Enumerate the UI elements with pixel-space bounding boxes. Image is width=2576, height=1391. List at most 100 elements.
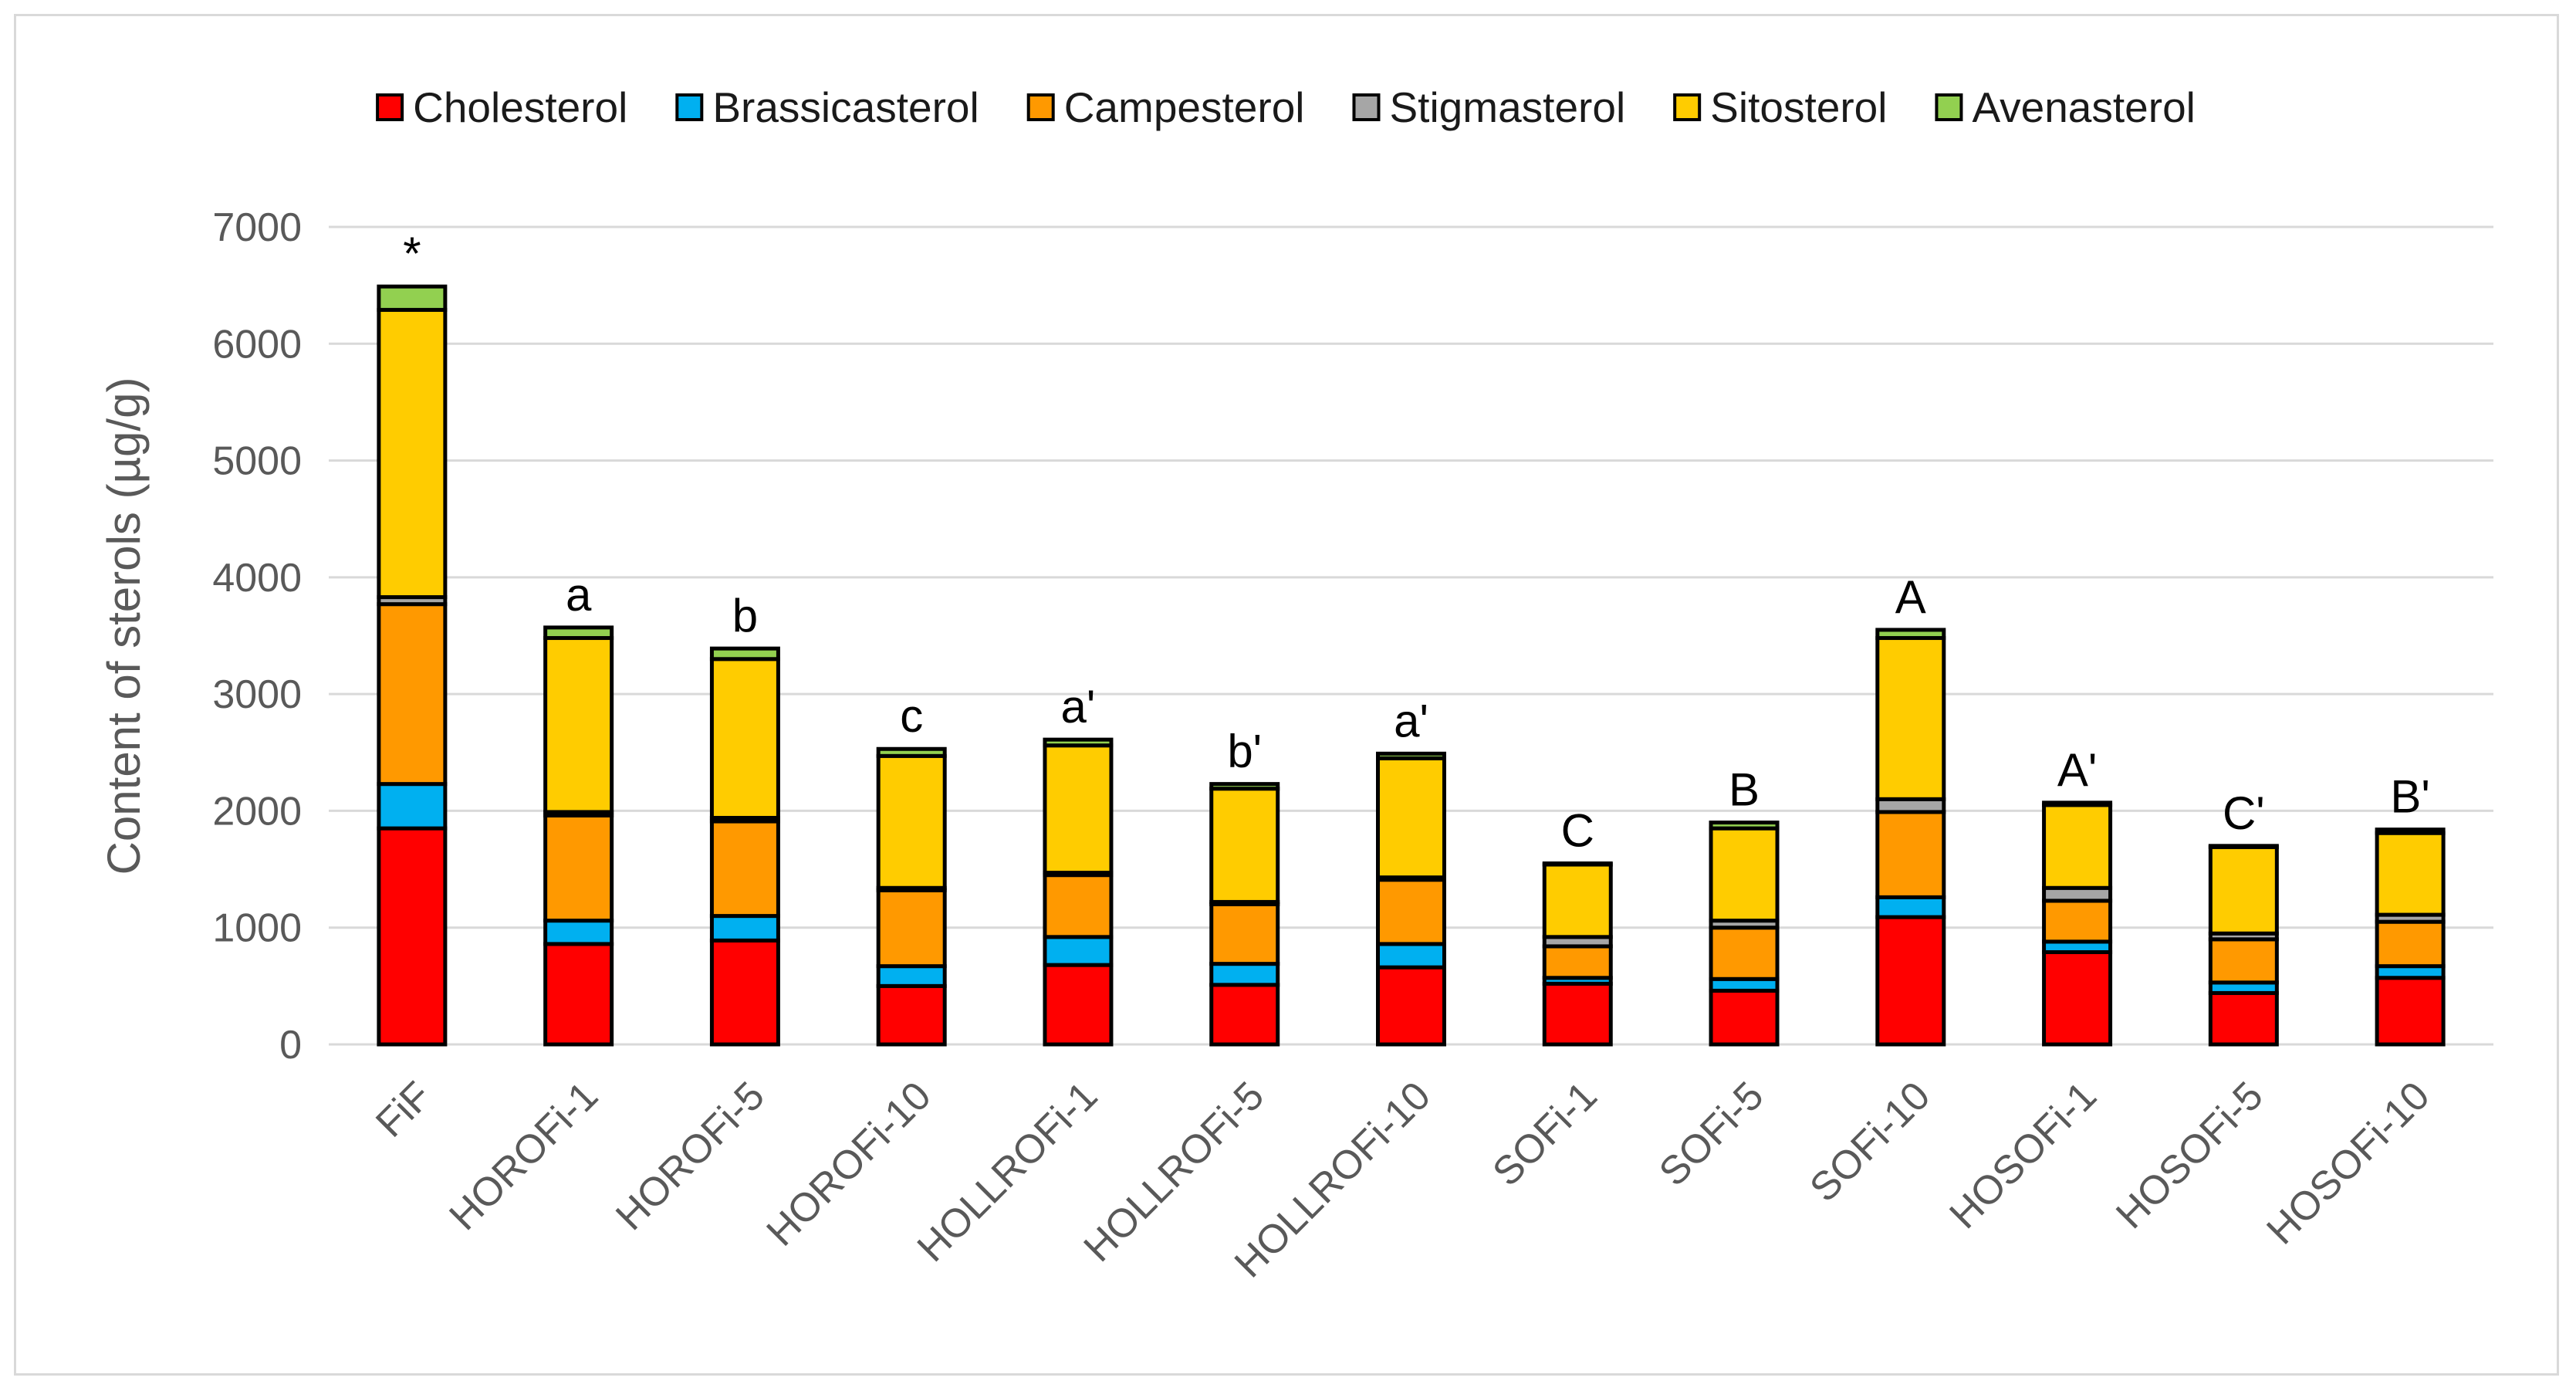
annotation-label: B' <box>2390 771 2429 823</box>
legend-item-avenasterol: Avenasterol <box>1935 83 2196 131</box>
significance-annotations: * a b c a' b' a' C B A A' C' B' <box>403 228 2430 856</box>
bar-segment-cholesterol <box>709 938 780 1047</box>
bar-segment-campesterol <box>876 888 947 969</box>
legend-label: Avenasterol <box>1972 83 2195 131</box>
bar-segment-brassicasterol <box>1209 962 1280 987</box>
y-tick-label: 0 <box>279 1023 302 1068</box>
bar-segment-campesterol <box>1875 810 1946 899</box>
bar-segment-campesterol <box>709 819 780 919</box>
x-axis-ticks: FiF HOROFi-1 HOROFi-5HOROFi-10HOLLROFi-1HO… <box>367 1073 2438 1286</box>
bar-segment-sitosterol <box>709 657 780 821</box>
legend-label: Cholesterol <box>413 83 627 131</box>
bar-segment-sitosterol <box>1709 826 1780 923</box>
annotation-label: a' <box>1061 681 1096 733</box>
x-tick-label: HOROFi-10 <box>759 1073 940 1254</box>
annotation-label: B <box>1729 764 1760 816</box>
annotation-label: c <box>900 690 923 742</box>
y-tick-label: 4000 <box>212 556 302 601</box>
x-tick-label: HOSOFi-1 <box>1941 1073 2105 1237</box>
legend-swatch <box>1026 93 1055 121</box>
x-tick-label: HOSOFi-5 <box>2108 1073 2272 1237</box>
y-axis-title: Content of sterols (µg/g) <box>98 377 150 875</box>
legend-item-cholesterol: Cholesterol <box>376 83 627 131</box>
y-tick-label: 7000 <box>212 205 302 250</box>
bar-segment-sitosterol <box>1376 756 1446 880</box>
bar-segment-avenasterol <box>2208 844 2279 849</box>
y-tick-label: 6000 <box>212 322 302 367</box>
bar-segment-avenasterol <box>1209 782 1280 791</box>
bar-segment-cholesterol <box>876 983 947 1047</box>
bar-segment-cholesterol <box>1542 981 1613 1047</box>
x-tick-label: FiF <box>367 1073 440 1146</box>
annotation-label: C <box>1561 805 1594 857</box>
annotation-label: b' <box>1227 726 1262 777</box>
bar-segment-campesterol <box>1376 878 1446 946</box>
y-tick-label: 3000 <box>212 672 302 717</box>
bar-segment-brassicasterol <box>876 964 947 988</box>
bar-segment-campesterol <box>2375 919 2446 969</box>
annotation-label: * <box>403 228 421 279</box>
bar-segment-campesterol <box>543 813 614 923</box>
bar-segment-sitosterol <box>2042 803 2113 890</box>
bar-segment-avenasterol <box>1376 751 1446 760</box>
legend-item-brassicasterol: Brassicasterol <box>675 83 979 131</box>
bar-segment-sitosterol <box>2375 831 2446 917</box>
y-tick-label: 5000 <box>212 439 302 484</box>
bar-segment-avenasterol <box>2375 827 2446 835</box>
legend-label: Sitosterol <box>1710 83 1887 131</box>
legend-label: Campesterol <box>1064 83 1305 131</box>
bar-segment-cholesterol <box>543 942 614 1047</box>
bar-segment-campesterol <box>377 602 448 787</box>
legend-swatch <box>1673 93 1702 121</box>
bar-segment-campesterol <box>2208 937 2279 985</box>
bar-segment-cholesterol <box>1709 988 1780 1047</box>
annotation-label: A' <box>2057 744 2097 796</box>
bar-segment-cholesterol <box>1376 965 1446 1047</box>
annotation-label: b <box>732 590 758 641</box>
bar-segment-cholesterol <box>2375 976 2446 1047</box>
bar-segment-cholesterol <box>2042 949 2113 1047</box>
legend-swatch <box>1935 93 1963 121</box>
bar-segment-avenasterol <box>1542 861 1613 867</box>
legend-item-sitosterol: Sitosterol <box>1673 83 1887 131</box>
legend-label: Stigmasterol <box>1390 83 1626 131</box>
bar-segment-sitosterol <box>1542 862 1613 939</box>
annotation-label: a <box>566 569 592 621</box>
bar-segment-brassicasterol <box>1376 942 1446 970</box>
legend-swatch <box>675 93 704 121</box>
bar-segment-campesterol <box>1709 926 1780 981</box>
bar-segment-avenasterol <box>377 284 448 312</box>
bar-segment-sitosterol <box>1875 636 1946 801</box>
bar-segment-campesterol <box>1209 902 1280 966</box>
bar-segment-cholesterol <box>2208 990 2279 1047</box>
x-tick-label: SOFi-10 <box>1801 1073 1939 1210</box>
x-tick-label: SOFi-5 <box>1651 1073 1772 1194</box>
x-tick-label: HOROFi-5 <box>607 1073 773 1239</box>
chart-frame: 0 1000 2000 3000 4000 5000 6000 7000 FiF HOROFi-… <box>14 14 2559 1376</box>
bar-segment-campesterol <box>1542 944 1613 980</box>
bar-segment-brassicasterol <box>709 914 780 943</box>
bar-segment-brassicasterol <box>1875 895 1946 919</box>
legend-item-campesterol: Campesterol <box>1026 83 1305 131</box>
bar-segment-cholesterol <box>377 826 448 1047</box>
bar-segment-avenasterol <box>543 625 614 641</box>
x-tick-label: SOFi-1 <box>1484 1073 1605 1194</box>
y-axis-ticks: 0 1000 2000 3000 4000 5000 6000 7000 <box>212 205 302 1068</box>
bar-segment-avenasterol <box>1875 628 1946 641</box>
bar-segment-brassicasterol <box>543 919 614 946</box>
bar-segment-avenasterol <box>1043 737 1114 748</box>
annotation-label: C' <box>2223 787 2265 839</box>
bar-segment-avenasterol <box>876 746 947 758</box>
bar-segment-brassicasterol <box>377 782 448 831</box>
bar-segment-campesterol <box>2042 899 2113 944</box>
bar-segment-avenasterol <box>2042 800 2113 807</box>
legend-swatch <box>1352 93 1381 121</box>
legend-label: Brassicasterol <box>712 83 979 131</box>
bar-segment-sitosterol <box>2208 844 2279 936</box>
bar-segment-sitosterol <box>1043 743 1114 875</box>
bar-segment-sitosterol <box>377 307 448 600</box>
annotation-label: A <box>1895 571 1926 623</box>
bar-segment-avenasterol <box>1709 821 1780 831</box>
bars <box>377 284 2446 1047</box>
